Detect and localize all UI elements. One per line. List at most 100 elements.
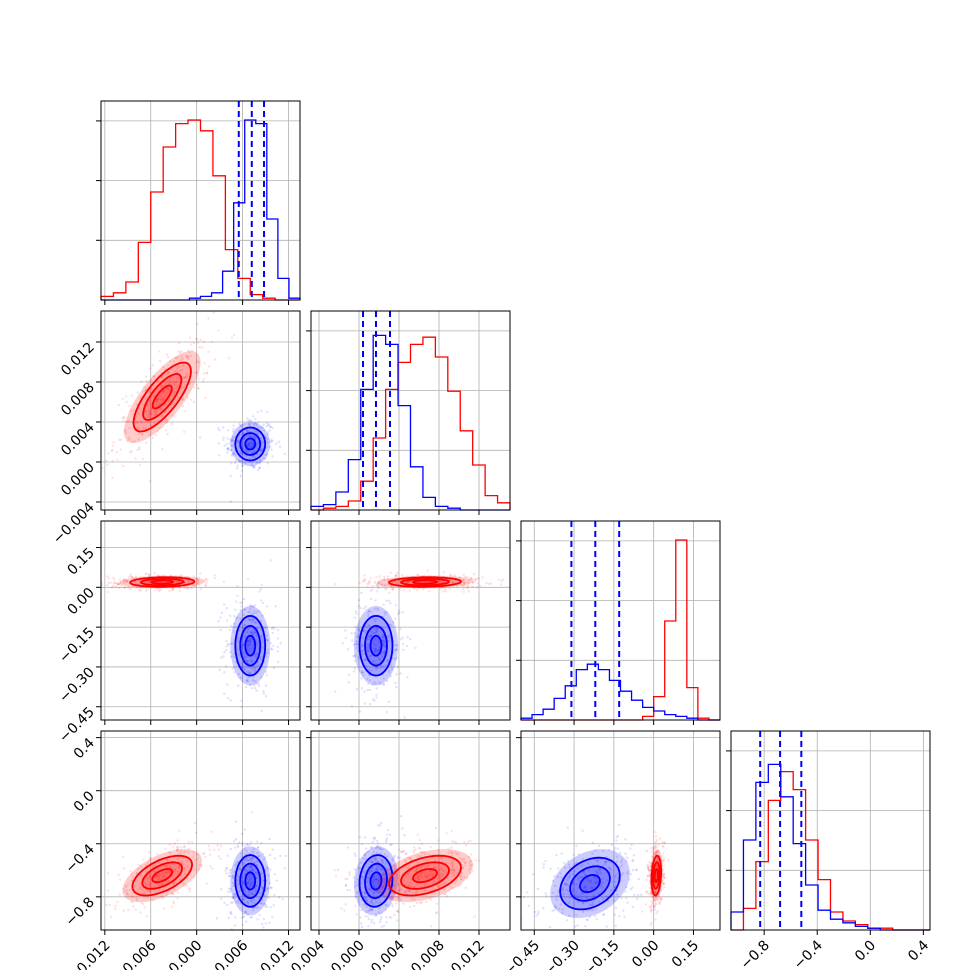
sample-point <box>586 918 589 922</box>
sample-point <box>181 404 184 408</box>
sample-point <box>368 638 371 641</box>
sample-point <box>373 881 377 884</box>
sample-point <box>259 634 262 638</box>
sample-point <box>561 908 564 911</box>
sample-point <box>162 365 165 369</box>
x-tick-label-p3: −0.8 <box>738 938 773 970</box>
sample-point <box>186 586 189 590</box>
sample-point <box>242 642 245 646</box>
sample-point <box>429 898 432 901</box>
sample-point <box>406 575 409 578</box>
sample-point <box>389 571 392 574</box>
sample-point <box>162 398 165 402</box>
sample-point <box>124 395 128 398</box>
sample-point <box>563 882 567 886</box>
sample-point <box>253 464 256 468</box>
sample-point <box>353 655 357 658</box>
sample-point <box>242 461 246 464</box>
sample-point <box>386 659 389 663</box>
sample-point <box>626 872 629 875</box>
sample-point <box>663 886 666 889</box>
sample-point <box>350 705 354 708</box>
sample-point <box>132 904 135 908</box>
sample-point <box>270 448 273 451</box>
sample-point <box>591 841 594 844</box>
sample-point <box>388 915 392 919</box>
sample-point <box>244 655 247 658</box>
sample-point <box>268 881 272 885</box>
sample-point <box>226 447 230 451</box>
sample-point <box>653 905 656 908</box>
sample-point <box>155 398 159 401</box>
sample-point <box>368 906 371 909</box>
sample-point <box>650 900 653 903</box>
sample-point <box>237 841 241 844</box>
sample-point <box>232 427 235 431</box>
sample-point <box>118 578 122 582</box>
sample-point <box>655 865 659 868</box>
sample-point <box>153 589 156 592</box>
sample-point <box>395 685 398 689</box>
sample-point <box>450 869 453 872</box>
sample-point <box>247 627 250 631</box>
sample-point <box>417 846 421 849</box>
sample-point <box>101 466 104 469</box>
sample-point <box>386 575 390 578</box>
sample-point <box>269 559 273 562</box>
sample-point <box>170 422 174 425</box>
sample-point <box>229 614 232 618</box>
sample-point <box>662 881 666 885</box>
sample-point <box>252 456 255 459</box>
sample-point <box>381 872 385 875</box>
sample-point <box>272 903 275 907</box>
sample-point <box>153 422 156 425</box>
sample-point <box>161 882 165 885</box>
sample-point <box>242 875 245 878</box>
sample-point <box>502 578 505 581</box>
sample-point <box>133 580 137 584</box>
sample-point <box>377 901 380 904</box>
sample-point <box>161 574 164 577</box>
sample-point <box>269 641 272 645</box>
sample-point <box>378 641 381 644</box>
sample-point <box>261 641 264 644</box>
sample-point <box>370 846 374 849</box>
sample-point <box>389 674 392 678</box>
sample-point <box>387 599 391 602</box>
sample-point <box>163 574 166 577</box>
panel-3-0 <box>100 730 301 931</box>
sample-point <box>281 897 284 901</box>
sample-point <box>414 848 417 851</box>
sample-point <box>255 682 258 685</box>
sample-point <box>375 590 379 593</box>
sample-point <box>649 869 652 872</box>
sample-point <box>625 860 628 863</box>
sample-point <box>253 871 257 874</box>
sample-point <box>384 644 387 647</box>
sample-point <box>273 627 276 630</box>
sample-point <box>241 899 244 902</box>
sample-point <box>467 868 471 872</box>
sample-point <box>266 462 269 465</box>
sample-point <box>373 607 377 611</box>
sample-point <box>375 844 379 848</box>
sample-point <box>144 882 147 886</box>
sample-point <box>247 902 250 905</box>
sample-point <box>140 421 144 424</box>
sample-point <box>188 580 191 583</box>
sample-point <box>232 440 235 443</box>
sample-point <box>395 873 399 876</box>
sample-point <box>251 892 254 895</box>
density-fill-blue <box>560 857 620 910</box>
contour-line-blue <box>559 856 621 911</box>
density-fill-blue <box>240 433 261 455</box>
sample-point <box>181 398 184 401</box>
sample-point <box>135 897 138 900</box>
sample-point <box>565 919 569 922</box>
sample-point <box>225 872 228 875</box>
sample-point <box>247 419 250 422</box>
sample-point <box>168 851 171 854</box>
sample-point <box>210 830 213 833</box>
sample-point <box>368 909 371 912</box>
sample-point <box>249 607 252 610</box>
